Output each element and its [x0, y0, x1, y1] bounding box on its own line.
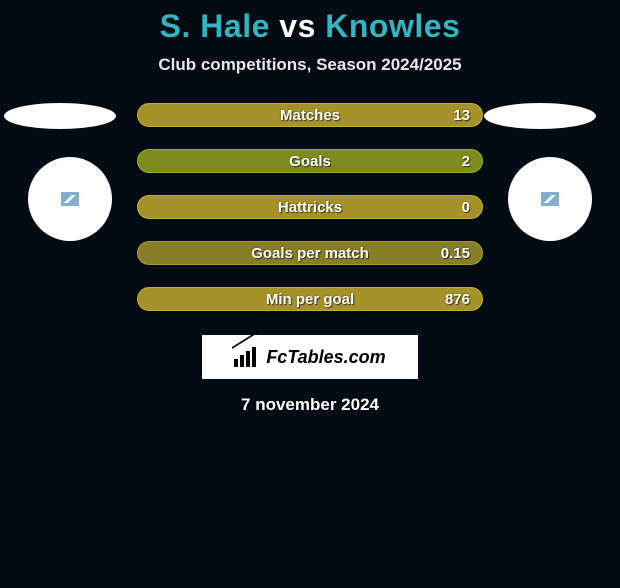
stat-label: Hattricks	[278, 199, 342, 216]
image-placeholder-icon	[541, 192, 559, 206]
stats-bars: Matches 13 Goals 2 Hattricks 0 Goals per match…	[137, 103, 483, 311]
brand-text: FcTables.com	[266, 347, 385, 368]
brand-badge[interactable]: FcTables.com	[202, 335, 418, 379]
stat-bar: Matches 13	[137, 103, 483, 127]
player-right-oval	[484, 103, 596, 129]
subtitle: Club competitions, Season 2024/2025	[0, 55, 620, 75]
bar-chart-icon	[234, 347, 260, 367]
title-player-right: Knowles	[325, 8, 460, 44]
stat-value: 2	[462, 153, 470, 170]
stat-label: Goals per match	[251, 245, 369, 262]
player-right-avatar	[508, 157, 592, 241]
stat-label: Matches	[280, 107, 340, 124]
stat-value: 0.15	[441, 245, 470, 262]
title-player-left: S. Hale	[160, 8, 270, 44]
stat-label: Goals	[289, 153, 331, 170]
footer-date: 7 november 2024	[0, 395, 620, 415]
stat-value: 876	[445, 291, 470, 308]
stat-bar: Goals 2	[137, 149, 483, 173]
comparison-arena: Matches 13 Goals 2 Hattricks 0 Goals per match…	[0, 103, 620, 311]
page-title: S. Hale vs Knowles	[0, 8, 620, 45]
stat-bar: Hattricks 0	[137, 195, 483, 219]
stat-label: Min per goal	[266, 291, 354, 308]
stat-bar: Min per goal 876	[137, 287, 483, 311]
image-placeholder-icon	[61, 192, 79, 206]
stat-bar: Goals per match 0.15	[137, 241, 483, 265]
stat-value: 13	[453, 107, 470, 124]
title-vs: vs	[270, 8, 325, 44]
player-left-avatar	[28, 157, 112, 241]
player-left-oval	[4, 103, 116, 129]
stat-value: 0	[462, 199, 470, 216]
